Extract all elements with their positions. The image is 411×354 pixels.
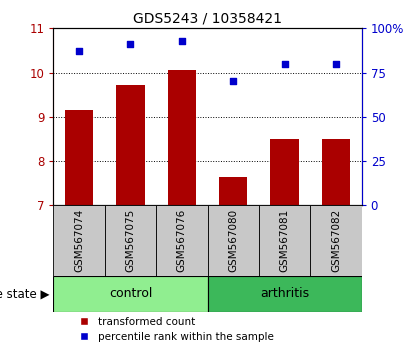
Bar bbox=[219, 177, 247, 205]
FancyBboxPatch shape bbox=[53, 205, 105, 276]
FancyBboxPatch shape bbox=[208, 205, 259, 276]
Text: arthritis: arthritis bbox=[260, 287, 309, 300]
Text: disease state ▶: disease state ▶ bbox=[0, 287, 49, 300]
Point bbox=[333, 61, 339, 67]
FancyBboxPatch shape bbox=[156, 205, 208, 276]
Text: GSM567080: GSM567080 bbox=[228, 209, 238, 272]
Bar bbox=[322, 139, 350, 205]
Text: GSM567074: GSM567074 bbox=[74, 209, 84, 272]
Text: GSM567075: GSM567075 bbox=[125, 209, 136, 272]
Bar bbox=[65, 110, 93, 205]
FancyBboxPatch shape bbox=[259, 205, 310, 276]
Title: GDS5243 / 10358421: GDS5243 / 10358421 bbox=[133, 12, 282, 26]
FancyBboxPatch shape bbox=[310, 205, 362, 276]
Text: control: control bbox=[109, 287, 152, 300]
Point bbox=[281, 61, 288, 67]
FancyBboxPatch shape bbox=[53, 276, 208, 312]
Point bbox=[178, 38, 185, 44]
Text: GSM567076: GSM567076 bbox=[177, 209, 187, 272]
Bar bbox=[116, 85, 145, 205]
FancyBboxPatch shape bbox=[208, 276, 362, 312]
Point bbox=[230, 79, 237, 84]
FancyBboxPatch shape bbox=[105, 205, 156, 276]
Text: GSM567081: GSM567081 bbox=[279, 209, 290, 272]
Point bbox=[76, 48, 82, 54]
Point bbox=[127, 41, 134, 47]
Bar bbox=[270, 139, 299, 205]
Bar bbox=[168, 70, 196, 205]
Legend: transformed count, percentile rank within the sample: transformed count, percentile rank withi… bbox=[74, 317, 274, 342]
Text: GSM567082: GSM567082 bbox=[331, 209, 341, 272]
